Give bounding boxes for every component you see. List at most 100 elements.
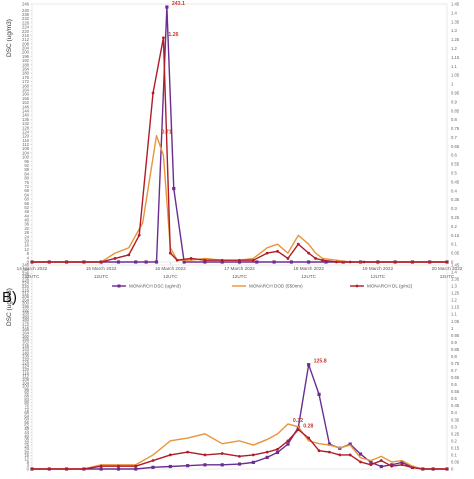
data-point-dl [411,260,414,264]
data-point-dl [390,464,394,468]
y-tick-label: 96 [24,159,29,164]
y-tick-label: 246 [22,263,30,268]
peak-annotation: 125.8 [314,359,327,365]
y-tick-label: 246 [22,2,30,7]
data-point-dsc [220,463,224,467]
y-tick-label: 32 [24,440,29,445]
y-tick-label: 192 [22,307,30,312]
y2-tick-label: 0.15 [451,445,460,450]
data-point-dl [445,260,449,264]
y-tick-label: 84 [24,171,29,176]
data-point-dl [203,453,207,457]
y-tick-label: 144 [22,347,30,352]
y-tick-label: 36 [24,222,29,227]
y-tick-label: 228 [22,20,30,25]
y-tick-label: 12 [24,247,29,252]
data-point-dl [379,459,383,462]
y2-tick-label: 0.05 [451,459,460,464]
y-tick-label: 188 [22,62,30,67]
x-tick-label-date: 16 March 2022 [155,266,186,271]
data-point-dsc [275,450,280,455]
y2-tick-label: 0.2 [451,224,457,229]
y2-tick-label: 1.05 [451,319,460,324]
data-point-dl [334,260,338,264]
data-point-dsc [151,465,155,469]
y-tick-label: 120 [22,134,30,139]
y2-tick-label: 1 [451,82,454,87]
y-tick-label: 216 [22,287,30,292]
data-point-dsc [186,464,190,468]
y2-tick-label: 0.2 [451,438,457,443]
series-line-dod [32,423,447,470]
y2-tick-label: 0.6 [451,382,457,387]
data-point-dsc [348,442,352,446]
data-point-dl [428,260,432,264]
y-tick-label: 212 [22,37,30,42]
data-point-dl [30,260,34,264]
y2-tick-label: 0.85 [451,108,460,113]
y2-tick-label: 0.35 [451,197,460,202]
data-point-dl [411,466,414,469]
data-point-dsc [220,260,224,264]
data-point-dsc [168,464,172,469]
data-point-dl [251,258,255,262]
y-tick-label: 164 [22,331,30,336]
legend-label: MONARCH DOD (550nm) [249,284,303,289]
y-tick-label: 100 [22,384,30,389]
data-point-dl [276,249,279,253]
y2-tick-label: 0.1 [451,242,457,247]
y-tick-label: 236 [22,12,30,17]
y-tick-label: 24 [24,447,29,452]
y-tick-label: 112 [22,374,29,379]
y2-tick-label: 1.15 [451,305,460,310]
data-point-dl [317,449,321,453]
data-point-dsc [358,452,363,456]
y-tick-label: 136 [22,117,30,122]
y-tick-label: 240 [22,8,30,13]
y-tick-label: 184 [22,314,30,319]
data-point-dsc [203,260,207,264]
data-point-dsc [307,363,311,367]
y-tick-label: 28 [24,443,29,448]
chart-panel-b: 0481216202428323640444852566064687276808… [2,263,460,472]
data-point-dl [376,260,380,264]
y-tick-label: 8 [27,251,30,256]
y-tick-label: 68 [24,410,29,415]
series-line-dsc [32,363,447,470]
data-point-dl [359,460,362,464]
y-tick-label: 164 [22,88,30,93]
y-tick-label: 20 [24,450,29,455]
y2-tick-label: 0 [451,260,454,265]
y-tick-label: 232 [22,274,30,279]
y-tick-label: 52 [24,205,29,210]
y-tick-label: 240 [22,267,30,272]
y2-tick-label: 0.55 [451,389,460,394]
series-line-dl [32,37,447,263]
y-tick-label: 48 [24,209,29,214]
plot-area [31,3,448,263]
y2-tick-label: 0.5 [451,396,457,401]
y2-tick-label: 1.3 [451,28,457,33]
data-point-dl [47,260,51,264]
data-point-dl [338,453,342,457]
y-axis-title: DSC (ug/m3) [6,288,13,326]
y2-tick-label: 0.95 [451,333,460,338]
plot-area [31,264,448,470]
y-tick-label: 176 [22,75,30,80]
y-axis-title: DSC (ug/m3) [6,19,13,57]
y-tick-label: 212 [22,291,30,296]
data-point-dsc [144,260,148,264]
data-point-dl [296,242,300,246]
series-line-dod [32,134,447,263]
data-point-dsc [134,467,138,471]
peak-annotation: 243.1 [172,1,185,7]
y-tick-label: 144 [22,108,30,113]
legend-marker [355,284,359,288]
y2-tick-label: 1.35 [451,277,460,282]
legend-marker [117,284,121,288]
y-tick-label: 148 [22,104,30,109]
y-tick-label: 0 [27,260,30,265]
data-point-dsc [154,260,159,264]
y2-tick-label: 0.1 [451,452,457,457]
y-tick-label: 172 [22,79,30,84]
